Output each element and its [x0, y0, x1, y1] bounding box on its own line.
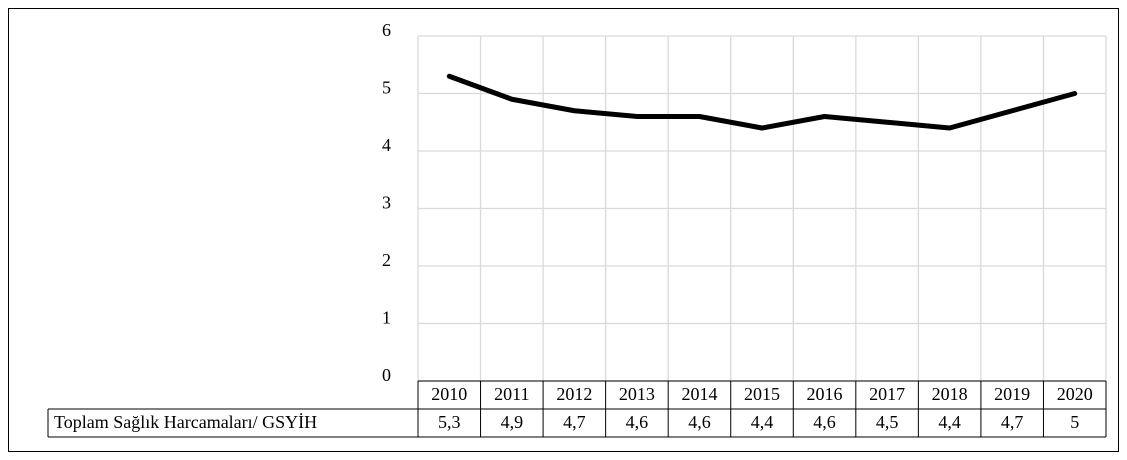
x-tick-label: 2020: [1057, 384, 1093, 404]
data-label: 4,7: [1001, 412, 1024, 432]
x-tick-label: 2014: [681, 384, 717, 404]
y-tick-label: 0: [382, 365, 391, 385]
x-tick-label: 2013: [619, 384, 655, 404]
data-label: 5: [1070, 412, 1079, 432]
y-tick-label: 1: [382, 308, 391, 328]
y-tick-label: 6: [382, 20, 391, 40]
x-tick-label: 2010: [431, 384, 467, 404]
x-tick-label: 2012: [556, 384, 592, 404]
x-tick-label: 2011: [494, 384, 529, 404]
data-label: 4,6: [688, 412, 711, 432]
data-label: 5,3: [438, 412, 461, 432]
x-tick-label: 2015: [744, 384, 780, 404]
chart-border: [8, 8, 1119, 452]
data-label: 4,5: [876, 412, 899, 432]
data-label: 4,4: [938, 412, 961, 432]
y-tick-label: 5: [382, 78, 391, 98]
data-label: 4,6: [813, 412, 836, 432]
data-label: 4,6: [626, 412, 649, 432]
x-tick-label: 2018: [932, 384, 968, 404]
y-tick-label: 3: [382, 193, 391, 213]
x-tick-label: 2017: [869, 384, 905, 404]
x-tick-label: 2016: [807, 384, 843, 404]
y-tick-label: 4: [382, 135, 391, 155]
data-label: 4,4: [751, 412, 774, 432]
y-tick-label: 2: [382, 250, 391, 270]
data-label: 4,9: [501, 412, 524, 432]
legend-label: Toplam Sağlık Harcamaları/ GSYİH: [54, 412, 317, 432]
data-line: [446, 73, 1078, 131]
data-label: 4,7: [563, 412, 586, 432]
x-tick-label: 2019: [994, 384, 1030, 404]
